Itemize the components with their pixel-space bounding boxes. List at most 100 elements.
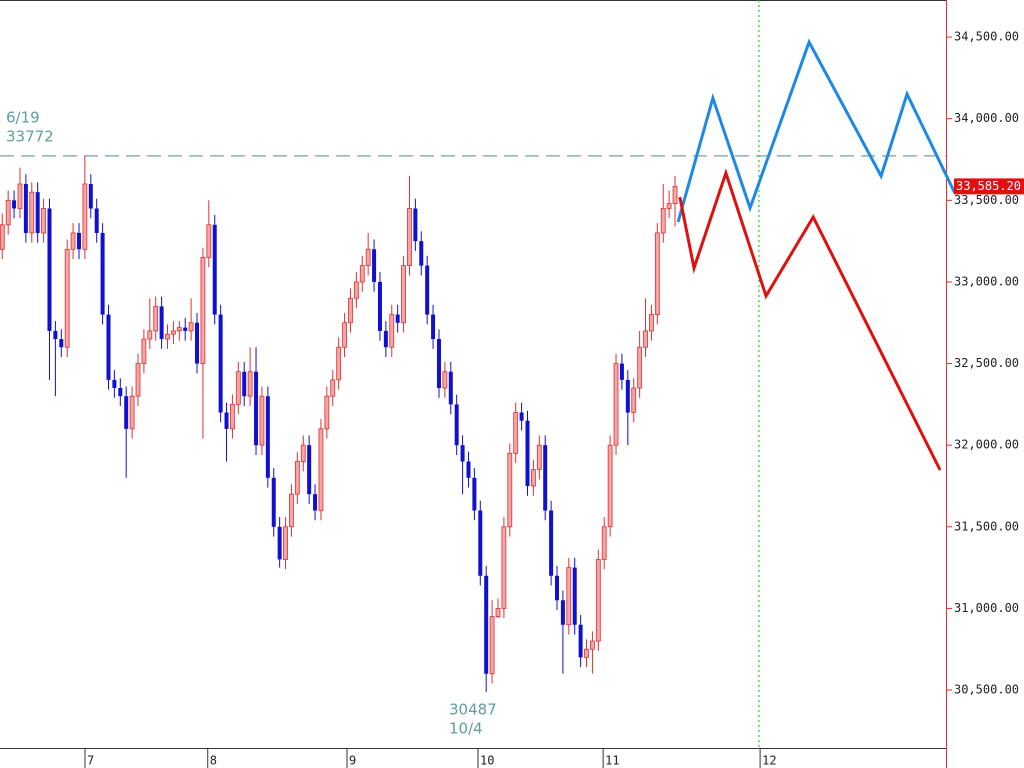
candle-body (242, 371, 247, 397)
candle-body (159, 306, 164, 340)
candle-body (35, 192, 40, 233)
candle-body (47, 208, 52, 331)
candle-body (495, 608, 501, 617)
candle-body (654, 232, 660, 315)
candle-body (294, 461, 300, 495)
y-tick-label: 32,000.00 (954, 438, 1019, 452)
candle-body (53, 330, 58, 340)
candle-body (595, 559, 601, 642)
y-tick-label: 30,500.00 (954, 683, 1019, 697)
candle-body (336, 346, 342, 381)
candle-body (666, 203, 672, 209)
candle-body (176, 327, 182, 332)
candle-body (259, 395, 265, 446)
candle-body (407, 208, 412, 267)
candle-body (442, 371, 448, 389)
candle-body (247, 371, 253, 397)
candle-body (271, 477, 276, 527)
candle-body (289, 493, 294, 528)
candle-body (395, 314, 400, 323)
candle-body (76, 232, 81, 250)
candle-body (171, 330, 176, 335)
candle-body (88, 183, 93, 209)
candle-body (637, 346, 643, 389)
y-tick-label: 33,000.00 (954, 274, 1019, 288)
last-price-label: 33,585.20 (956, 179, 1021, 193)
candle-body (307, 445, 312, 495)
candle-body (82, 183, 88, 250)
x-tick-label: 7 (87, 754, 94, 768)
candle-body (383, 330, 388, 348)
candle-body (212, 224, 217, 315)
candle-body (100, 232, 105, 315)
candle-body (501, 526, 507, 609)
candle-body (17, 183, 23, 209)
candle-body (484, 575, 489, 674)
candle-body (601, 526, 607, 560)
candle-body (454, 404, 459, 446)
candle-body (59, 339, 64, 348)
candle-body (431, 314, 436, 340)
x-tick-label: 12 (762, 754, 776, 768)
candle-body (218, 314, 223, 413)
candle-body (372, 249, 377, 282)
candle-body (578, 624, 583, 658)
y-tick-label: 31,500.00 (954, 519, 1019, 533)
candle-body (425, 265, 430, 315)
candle-body (389, 314, 395, 348)
x-tick-label: 8 (210, 754, 217, 768)
last-price-tag (954, 178, 1024, 195)
candle-body (64, 248, 70, 348)
candle-body (165, 333, 170, 340)
candle-body (183, 327, 188, 331)
candle-body (348, 297, 353, 324)
candle-body (365, 248, 371, 267)
candle-body (330, 379, 336, 397)
candle-body (560, 600, 565, 625)
candle-body (153, 306, 159, 332)
candle-body (549, 510, 554, 576)
candle-body (200, 257, 206, 364)
candle-body (313, 494, 318, 511)
candle-body (135, 363, 141, 397)
y-tick-label: 32,500.00 (954, 356, 1019, 370)
candle-body (607, 444, 613, 528)
candle-body (342, 322, 347, 348)
candle-body (283, 526, 288, 560)
x-tick-label: 11 (605, 754, 619, 768)
candle-body (106, 314, 111, 380)
candle-body (478, 510, 483, 576)
candle-body (112, 379, 117, 389)
candle-body (660, 208, 666, 234)
y-tick-label: 33,500.00 (954, 193, 1019, 207)
candle-body (507, 452, 513, 528)
candle-body (359, 265, 365, 283)
candle-body (543, 445, 548, 511)
candle-body (401, 265, 406, 324)
candle-body (460, 445, 465, 462)
extreme-annotation: 33772 (6, 128, 54, 146)
extreme-annotation: 6/19 (6, 109, 40, 127)
candle-body (129, 395, 135, 430)
candle-body (619, 363, 624, 380)
candle-body (230, 403, 235, 430)
y-tick-label: 34,000.00 (954, 111, 1019, 125)
candle-body (530, 469, 536, 487)
candle-body (300, 444, 306, 462)
candle-body (124, 396, 129, 429)
candle-body (224, 412, 229, 429)
candle-body (318, 428, 324, 511)
candle-body (672, 185, 678, 204)
candle-body (631, 387, 637, 413)
candle-body (206, 224, 212, 258)
candle-body (265, 396, 270, 478)
candle-body (5, 199, 11, 226)
candle-body (519, 412, 524, 421)
candle-body (23, 183, 28, 233)
candle-body (649, 314, 654, 332)
candle-body (413, 208, 418, 242)
candle-body (0, 224, 5, 250)
